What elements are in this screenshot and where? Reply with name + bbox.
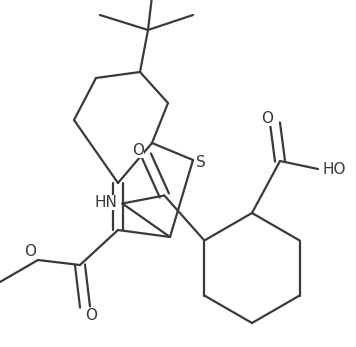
Text: O: O: [85, 307, 97, 322]
Text: HN: HN: [95, 195, 118, 210]
Text: HO: HO: [322, 161, 346, 177]
Text: S: S: [196, 154, 206, 169]
Text: O: O: [261, 110, 273, 126]
Text: O: O: [24, 245, 36, 260]
Text: O: O: [132, 143, 145, 158]
